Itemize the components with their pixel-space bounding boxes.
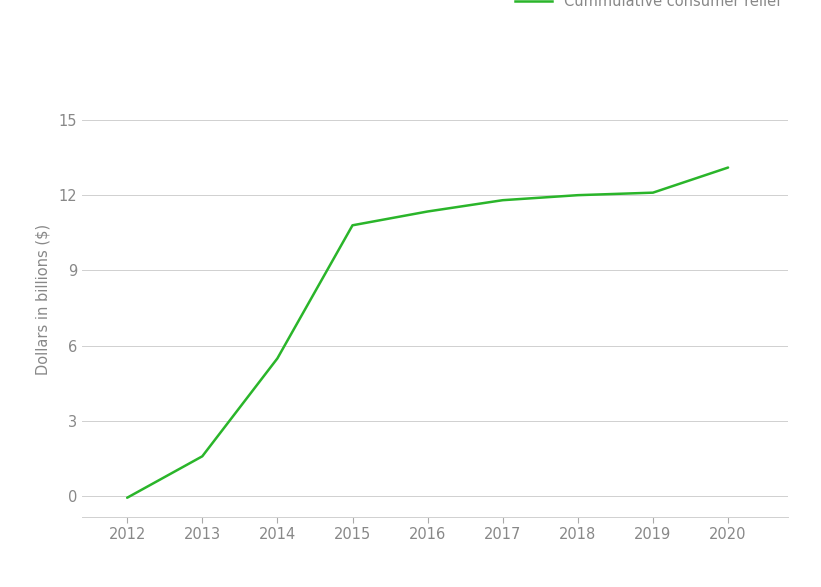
Legend: Cummulative consumer relief: Cummulative consumer relief — [516, 0, 781, 9]
Y-axis label: Dollars in billions ($): Dollars in billions ($) — [35, 224, 50, 375]
